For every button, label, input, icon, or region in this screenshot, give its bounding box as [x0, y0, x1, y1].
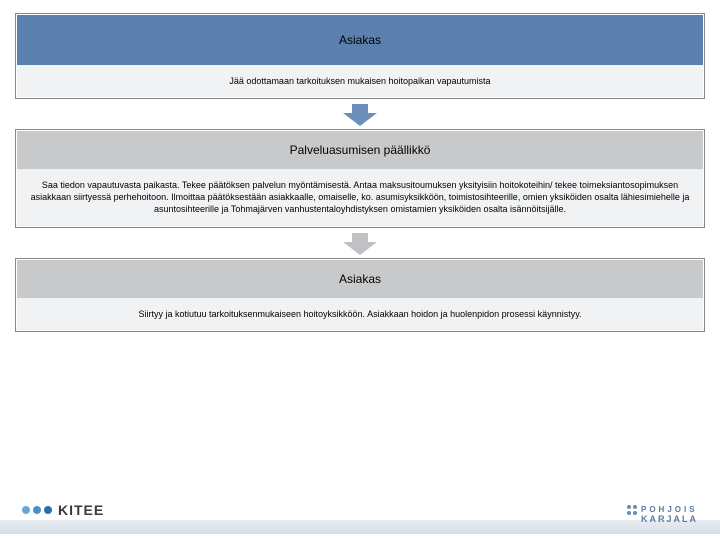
stage: AsiakasJää odottamaan tarkoituksen mukai… — [0, 0, 720, 540]
logo-left: KITEE — [22, 502, 104, 518]
block-title: Asiakas — [17, 260, 703, 298]
pk-dots-icon — [627, 505, 637, 515]
brand-kitee: KITEE — [58, 502, 104, 518]
block-body: Saa tiedon vapautuvasta paikasta. Tekee … — [17, 169, 703, 225]
logo-dots — [22, 506, 52, 514]
block-title: Asiakas — [17, 15, 703, 65]
flow-block: AsiakasSiirtyy ja kotiutuu tarkoituksenm… — [16, 259, 704, 331]
block-body: Jää odottamaan tarkoituksen mukaisen hoi… — [17, 65, 703, 97]
flow-block: Palveluasumisen päällikköSaa tiedon vapa… — [16, 130, 704, 226]
footer: KITEE POHJOIS KARJALA — [0, 492, 720, 540]
dot-icon — [33, 506, 41, 514]
block-body: Siirtyy ja kotiutuu tarkoituksenmukaisee… — [17, 298, 703, 330]
flow-arrow — [16, 104, 704, 124]
flow-block: AsiakasJää odottamaan tarkoituksen mukai… — [16, 14, 704, 98]
flow-container: AsiakasJää odottamaan tarkoituksen mukai… — [16, 14, 704, 331]
block-title: Palveluasumisen päällikkö — [17, 131, 703, 169]
brand-karjala: KARJALA — [641, 514, 698, 524]
brand-pohjois: POHJOIS — [641, 505, 698, 514]
footer-stripe — [0, 520, 720, 534]
flow-arrow — [16, 233, 704, 253]
dot-icon — [22, 506, 30, 514]
logo-right: POHJOIS KARJALA — [641, 505, 698, 524]
dot-icon — [44, 506, 52, 514]
